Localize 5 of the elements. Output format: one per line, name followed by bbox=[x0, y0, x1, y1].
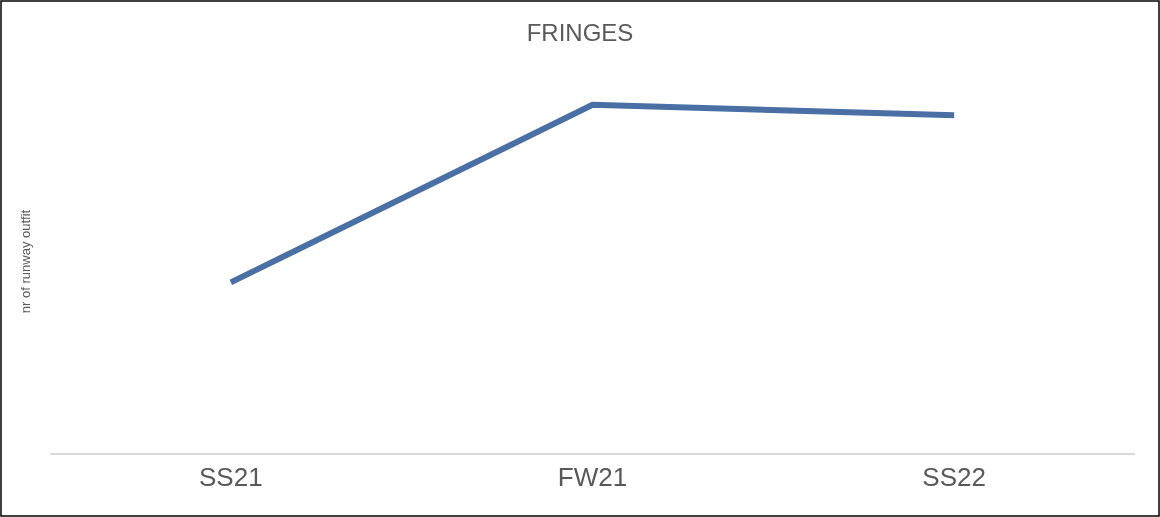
x-tick-label: FW21 bbox=[557, 461, 628, 492]
x-tick-label: SS22 bbox=[922, 461, 986, 492]
chart-title: FRINGES bbox=[526, 19, 634, 47]
y-axis-title: nr of runway outfit bbox=[17, 209, 33, 314]
x-tick-label: SS21 bbox=[199, 461, 263, 492]
